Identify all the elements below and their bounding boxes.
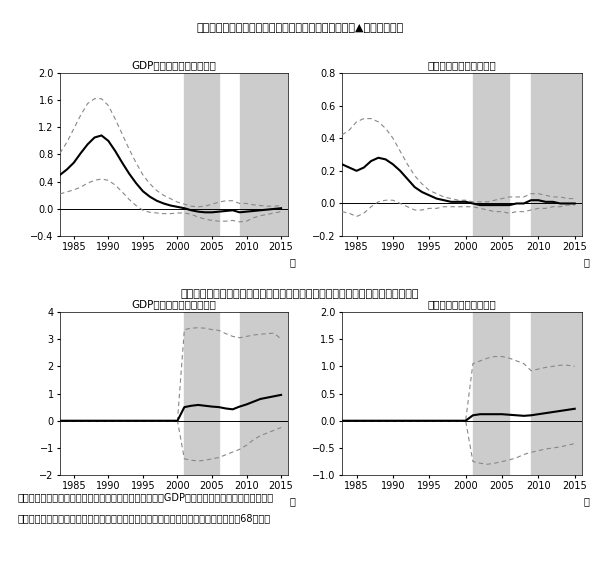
Text: （２）非伝統的金融政策のもとでの当座預金残高ショック（＋１０兆円）の影響: （２）非伝統的金融政策のもとでの当座預金残高ショック（＋１０兆円）の影響: [181, 289, 419, 298]
Text: （注）各時点で政策ショックが発生した場合、１年後にGDPギャップがどの程度変化し、２年: （注）各時点で政策ショックが発生した場合、１年後にGDPギャップがどの程度変化し…: [18, 493, 274, 503]
Text: 年: 年: [289, 496, 295, 507]
Bar: [473, 312, 509, 475]
Text: インフレ率の反応（％）: インフレ率の反応（％）: [428, 60, 496, 70]
Bar: [239, 312, 288, 475]
Bar: [531, 312, 582, 475]
Bar: [531, 73, 582, 236]
Bar: [473, 73, 509, 236]
Text: GDPギャップの反応（％）: GDPギャップの反応（％）: [131, 60, 217, 70]
Text: 年: 年: [583, 496, 589, 507]
Text: インフレ率の反応（％）: インフレ率の反応（％）: [428, 299, 496, 309]
Text: 後にインフレ率がどの程度変化するかを表示。実線は事後中央値、点線は信頼区間（68％）。: 後にインフレ率がどの程度変化するかを表示。実線は事後中央値、点線は信頼区間（68…: [18, 513, 271, 523]
Text: （１）伝統的金融政策のもとでの短期金利ショック（▲１％）の影響: （１）伝統的金融政策のもとでの短期金利ショック（▲１％）の影響: [196, 23, 404, 33]
Text: 年: 年: [583, 257, 589, 268]
Bar: [184, 73, 219, 236]
Bar: [239, 73, 288, 236]
Text: GDPギャップの反応（％）: GDPギャップの反応（％）: [131, 299, 217, 309]
Bar: [184, 312, 219, 475]
Text: 年: 年: [289, 257, 295, 268]
